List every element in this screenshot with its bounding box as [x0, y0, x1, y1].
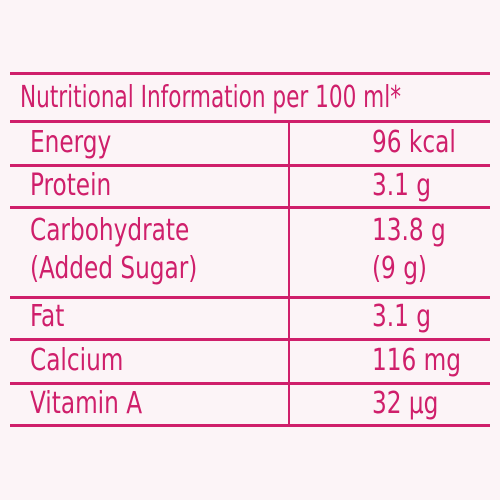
row-value-carbohydrate: 13.8 g — [372, 213, 446, 248]
row-value-added-sugar: (9 g) — [372, 251, 427, 286]
row-value-vitamin-a: 32 µg — [372, 386, 439, 421]
row-divider — [10, 206, 490, 209]
row-divider — [10, 296, 490, 299]
row-divider — [10, 164, 490, 167]
row-label-fat: Fat — [30, 299, 65, 334]
table-title: Nutritional Information per 100 ml* — [20, 80, 401, 115]
row-value-calcium: 116 mg — [372, 343, 462, 378]
row-label-calcium: Calcium — [30, 343, 124, 378]
row-label-added-sugar: (Added Sugar) — [30, 251, 198, 286]
row-label-protein: Protein — [30, 168, 112, 203]
column-divider — [288, 122, 290, 425]
row-label-carbohydrate: Carbohydrate — [30, 213, 190, 248]
nutrition-table: Nutritional Information per 100 ml* Ener… — [10, 72, 490, 430]
row-value-energy: 96 kcal — [372, 125, 456, 160]
row-divider — [10, 338, 490, 341]
row-divider — [10, 382, 490, 385]
table-top-border — [10, 72, 490, 75]
row-value-fat: 3.1 g — [372, 299, 432, 334]
row-value-protein: 3.1 g — [372, 168, 432, 203]
header-divider — [10, 120, 490, 123]
table-bottom-border — [10, 424, 490, 427]
row-label-energy: Energy — [30, 125, 112, 160]
row-label-vitamin-a: Vitamin A — [30, 386, 143, 421]
